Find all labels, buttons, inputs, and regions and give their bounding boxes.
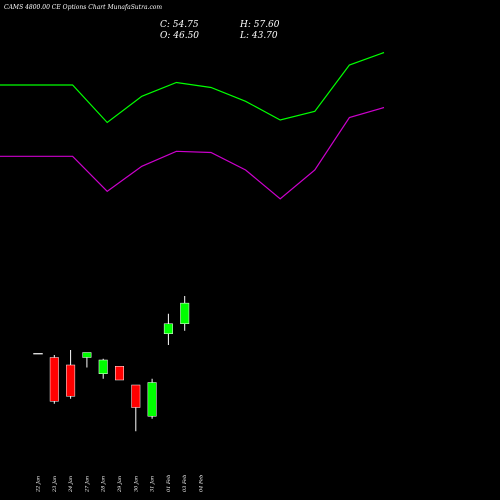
candle <box>180 296 190 331</box>
open-value: O: 46.50 <box>160 31 199 41</box>
candle <box>82 352 92 368</box>
x-axis-ticks: 22 Jan 23 Jan 24 Jan 27 Jan 28 Jan 29 Jan 30 J… <box>36 475 205 493</box>
x-tick-label: 29 Jan <box>117 476 123 493</box>
high-value: H: 57.60 <box>239 20 280 30</box>
candle-body <box>49 357 59 402</box>
x-tick-label: 30 Jan <box>133 476 139 492</box>
x-tick-label: 28 Jan <box>101 476 107 493</box>
candle-body <box>131 384 141 408</box>
x-tick-label: 04 Feb <box>199 475 205 492</box>
chart-title: CAMS 4800.00 CE Options Chart MunafaSutr… <box>4 4 162 11</box>
x-tick-label: 03 Feb <box>182 475 188 492</box>
x-tick-label: 23 Jan <box>52 476 58 493</box>
candle <box>131 384 141 432</box>
candle-body <box>82 352 92 358</box>
candle <box>115 366 124 381</box>
x-tick-label: 24 Jan <box>68 476 74 493</box>
indicator-lines <box>0 51 385 200</box>
candle-body <box>115 366 124 381</box>
candle-body <box>98 359 108 374</box>
x-tick-label: 22 Jan <box>36 476 42 493</box>
candle <box>163 313 173 345</box>
candles <box>33 296 190 432</box>
low-value: L: 43.70 <box>239 31 278 41</box>
lower-indicator-line <box>0 106 385 200</box>
x-tick-label: 31 Jan <box>150 476 156 492</box>
candle <box>49 355 59 404</box>
candle-body <box>147 382 157 417</box>
upper-indicator-line <box>0 51 385 124</box>
candle-body <box>180 302 190 324</box>
x-tick-label: 27 Jan <box>84 476 90 493</box>
close-value: C: 54.75 <box>160 20 199 30</box>
candle-body <box>66 364 76 397</box>
candle-body <box>163 323 173 334</box>
candle <box>147 378 157 419</box>
candle <box>66 350 76 399</box>
x-tick-label: 01 Feb <box>166 475 172 492</box>
candle <box>98 358 108 379</box>
